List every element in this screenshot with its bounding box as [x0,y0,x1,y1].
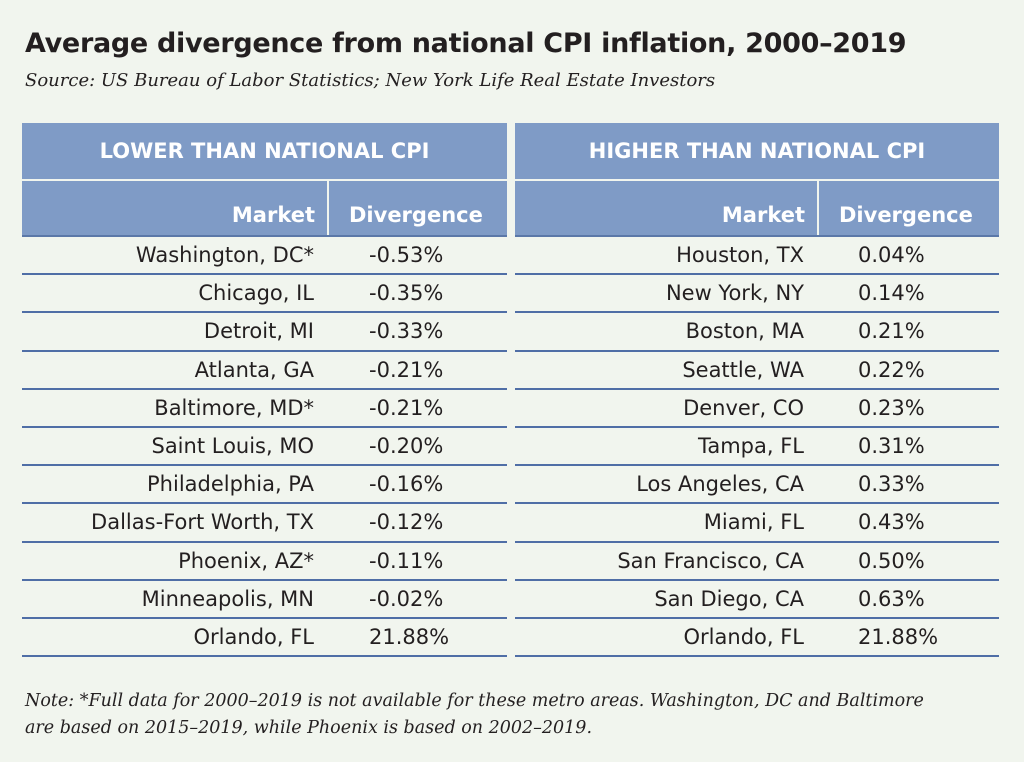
higher-divergence-cell: 0.50% [858,548,925,573]
higher-divergence-cell: 0.33% [858,472,925,497]
higher-market-cell: San Diego, CA [654,586,804,611]
higher-market-cell: Houston, TX [676,243,804,268]
higher-column-headers: Market Divergence [515,181,999,237]
lower-column-headers: Market Divergence [22,181,507,237]
higher-market-cell: Miami, FL [703,510,804,535]
table-row: Dallas-Fort Worth, TX -0.12% [22,504,507,543]
higher-divergence-cell: 0.22% [858,357,925,382]
lower-market-cell: Dallas-Fort Worth, TX [91,510,314,535]
higher-rows: Houston, TX 0.04% New York, NY 0.14% Boston,… [515,237,999,658]
lower-divergence-cell: -0.16% [369,472,444,497]
higher-table: HIGHER THAN NATIONAL CPI Market Divergen… [515,123,999,658]
table-row: Denver, CO 0.23% [515,390,999,428]
table-row: Philadelphia, PA -0.16% [22,466,507,505]
table-row: Chicago, IL -0.35% [22,275,507,314]
lower-market-cell: Philadelphia, PA [147,472,314,497]
lower-divergence-cell: -0.11% [369,548,444,573]
lower-divergence-cell: -0.21% [369,395,444,420]
lower-market-header: Market [22,181,327,235]
lower-rows: Washington, DC* -0.53% Chicago, IL -0.35% De… [22,237,507,658]
higher-market-cell: New York, NY [665,281,804,306]
table-row: Atlanta, GA -0.21% [22,352,507,390]
table-row: Phoenix, AZ* -0.11% [22,543,507,581]
lower-divergence-cell: -0.12% [369,510,444,535]
table-row: Houston, TX 0.04% [515,237,999,276]
higher-market-cell: Tampa, FL [697,434,804,459]
lower-divergence-cell: -0.20% [369,434,444,459]
higher-market-cell: San Francisco, CA [617,548,804,573]
lower-table: LOWER THAN NATIONAL CPI Market Divergenc… [22,123,507,658]
higher-divergence-cell: 0.31% [858,434,925,459]
lower-divergence-cell: -0.35% [369,281,444,306]
table-row: Seattle, WA 0.22% [515,352,999,390]
lower-market-cell: Detroit, MI [203,319,314,344]
higher-divergence-cell: 0.63% [858,586,925,611]
lower-market-cell: Saint Louis, MO [151,434,314,459]
table-row: Miami, FL 0.43% [515,504,999,543]
lower-divergence-cell: -0.21% [369,357,444,382]
table-row: Detroit, MI -0.33% [22,313,507,352]
higher-divergence-cell: 0.04% [858,243,925,268]
higher-market-cell: Orlando, FL [683,624,804,649]
higher-market-cell: Denver, CO [683,395,804,420]
table-row: Saint Louis, MO -0.20% [22,428,507,467]
chart-source: Source: US Bureau of Labor Statistics; N… [25,70,716,91]
table-row: San Diego, CA 0.63% [515,581,999,619]
table-row: Washington, DC* -0.53% [22,237,507,276]
table-row: Tampa, FL 0.31% [515,428,999,467]
higher-divergence-cell: 0.23% [858,395,925,420]
lower-market-cell: Baltimore, MD* [154,395,314,420]
higher-market-cell: Los Angeles, CA [636,472,804,497]
lower-divergence-cell: -0.53% [369,243,444,268]
lower-divergence-header: Divergence [329,181,507,235]
chart-title: Average divergence from national CPI inf… [25,28,907,59]
higher-market-cell: Boston, MA [685,319,804,344]
table-row: Orlando, FL 21.88% [515,619,999,658]
lower-market-cell: Phoenix, AZ* [178,548,314,573]
lower-market-cell: Orlando, FL [193,624,314,649]
higher-divergence-cell: 0.14% [858,281,925,306]
lower-market-cell: Atlanta, GA [194,357,314,382]
table-row: Minneapolis, MN -0.02% [22,581,507,619]
table-row: New York, NY 0.14% [515,275,999,314]
table-row: Orlando, FL 21.88% [22,619,507,658]
higher-market-cell: Seattle, WA [682,357,804,382]
table-row: Boston, MA 0.21% [515,313,999,352]
higher-table-title: HIGHER THAN NATIONAL CPI [515,123,999,179]
lower-divergence-cell: -0.33% [369,319,444,344]
table-row: San Francisco, CA 0.50% [515,543,999,581]
higher-divergence-header: Divergence [819,181,999,235]
higher-divergence-cell: 0.21% [858,319,925,344]
lower-table-title: LOWER THAN NATIONAL CPI [22,123,507,179]
lower-market-cell: Washington, DC* [135,243,314,268]
footnote: Note: *Full data for 2000–2019 is not av… [25,691,924,738]
lower-divergence-cell: 21.88% [369,624,450,649]
table-row: Baltimore, MD* -0.21% [22,390,507,428]
higher-market-header: Market [515,181,817,235]
lower-market-cell: Minneapolis, MN [141,586,314,611]
lower-market-cell: Chicago, IL [198,281,314,306]
higher-divergence-cell: 21.88% [858,624,939,649]
lower-divergence-cell: -0.02% [369,586,444,611]
table-row: Los Angeles, CA 0.33% [515,466,999,505]
higher-divergence-cell: 0.43% [858,510,925,535]
